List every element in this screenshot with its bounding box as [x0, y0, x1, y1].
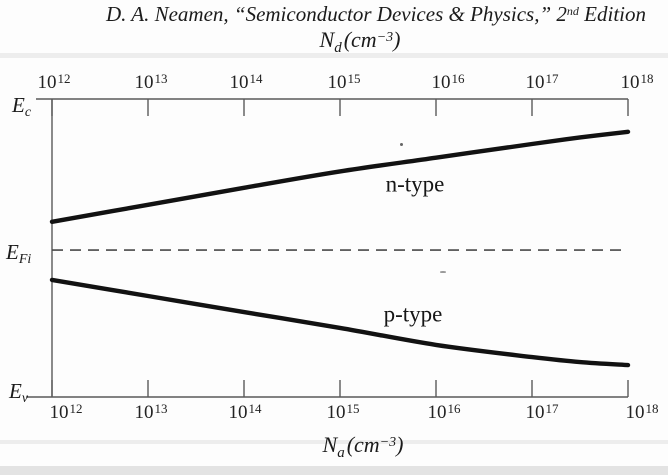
p-type-curve	[49, 277, 631, 368]
figure-caption: D. A. Neamen, “Semiconductor Devices & P…	[84, 2, 668, 27]
bottom-axis-title: Na(cm−3)	[322, 432, 404, 462]
axis-symbol-subscript: d	[334, 40, 342, 56]
p-type-curve-label: p-type	[383, 301, 443, 327]
intrinsic-fermi-label: EFi	[6, 242, 31, 267]
conduction-band-label: Ec	[12, 95, 31, 120]
n-type-curve	[49, 129, 631, 224]
scan-artifact-band	[0, 440, 668, 444]
energy-subscript: Fi	[18, 252, 32, 267]
scan-artifact-band	[0, 53, 668, 58]
n-type-curve-label: n-type	[385, 171, 445, 197]
axis-symbol: N	[322, 432, 338, 457]
axis-unit: )	[393, 27, 401, 52]
energy-symbol: E	[12, 93, 25, 117]
top-axis-title: Nd(cm−3)	[319, 27, 401, 57]
energy-symbol: E	[6, 240, 19, 264]
axis-symbol: N	[319, 27, 335, 52]
axis-unit: (	[343, 27, 352, 52]
scan-artifact-band	[0, 466, 668, 475]
axis-unit: (	[346, 432, 355, 457]
energy-subscript: c	[24, 105, 32, 120]
scan-speck	[440, 271, 446, 273]
valence-band-label: Ev	[9, 381, 28, 406]
caption-superscript: nd	[566, 4, 579, 18]
energy-subscript: v	[21, 391, 29, 406]
axis-unit: )	[396, 432, 404, 457]
caption-text: Edition	[578, 2, 647, 26]
caption-text: D. A. Neamen, “Semiconductor Devices & P…	[105, 2, 567, 26]
axis-unit: cm	[351, 27, 377, 52]
axis-symbol-subscript: a	[337, 445, 345, 461]
axis-unit-exponent: −3	[376, 30, 394, 45]
scan-speck	[400, 143, 403, 146]
axis-unit: cm	[354, 432, 380, 457]
axis-unit-exponent: −3	[379, 435, 397, 450]
energy-symbol: E	[9, 379, 22, 403]
